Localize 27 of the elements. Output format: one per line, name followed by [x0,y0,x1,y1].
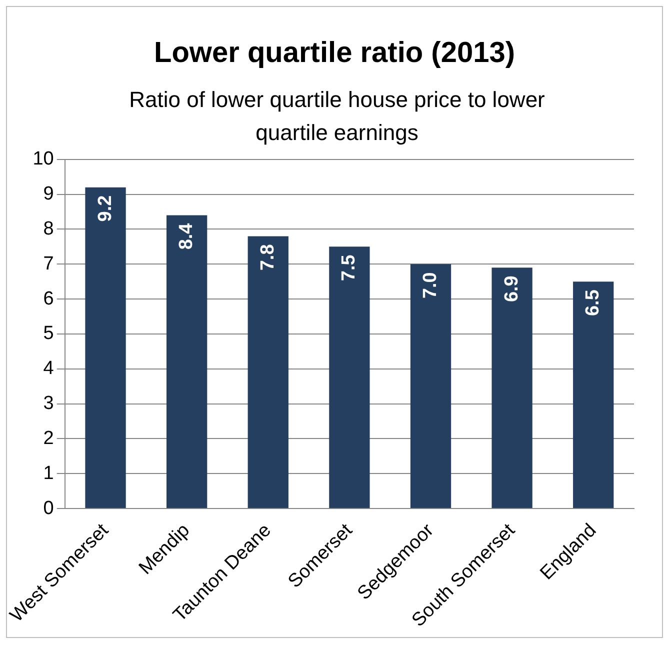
y-tick-label: 3 [43,393,54,414]
data-label: 6.5 [582,289,604,316]
y-tick-label: 10 [32,148,54,170]
bar [492,268,532,508]
y-tick-label: 1 [43,462,54,484]
y-tick-label: 6 [43,288,54,310]
y-tick-label: 5 [43,323,54,344]
bar [248,236,288,508]
data-label: 7.5 [338,254,360,282]
y-tick-label: 0 [43,498,54,519]
data-label: 6.9 [501,276,522,302]
data-label: 7.8 [257,244,278,271]
bar [410,264,452,508]
bar [573,282,614,508]
data-label: 8.4 [176,222,198,250]
y-tick-label: 2 [43,428,54,449]
bar [329,246,370,508]
y-tick-label: 4 [43,358,54,380]
data-label: 7.0 [420,272,441,299]
bar [85,187,126,508]
chart-subtitle: Ratio of lower quartile house price to lower quartile earnings [128,86,546,147]
data-label: 9.2 [94,195,116,222]
y-tick-label: 7 [43,253,54,274]
bar [166,215,208,508]
y-tick-label: 8 [43,218,54,240]
y-tick-label: 9 [43,184,54,205]
chart-title: Lower quartile ratio (2013) [153,37,516,70]
